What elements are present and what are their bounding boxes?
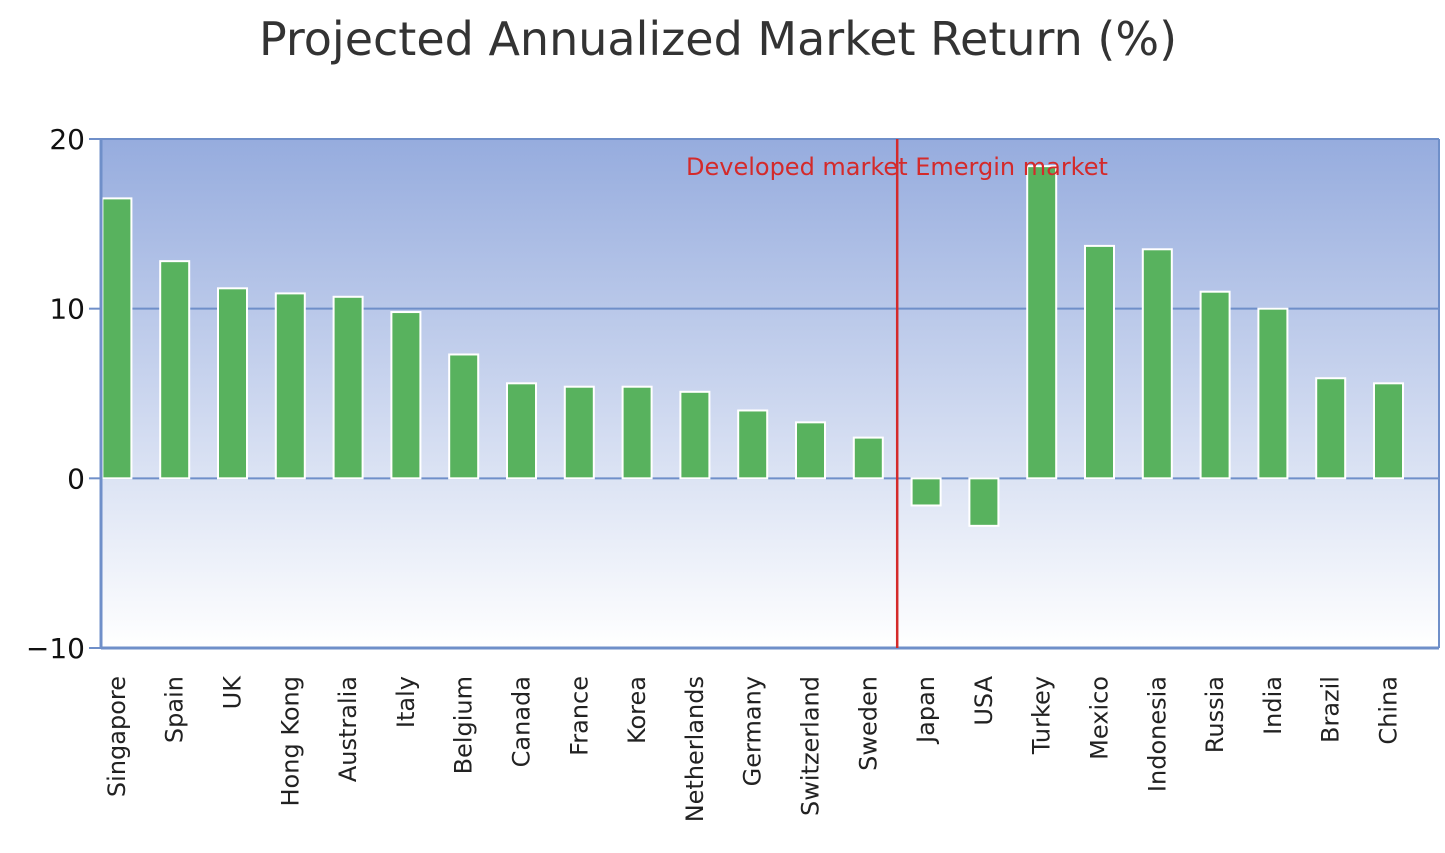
x-tick-label-brazil: Brazil: [1317, 676, 1345, 743]
bar-spain: [159, 260, 191, 480]
x-tick-label-usa: USA: [970, 675, 998, 725]
bar-korea: [621, 385, 653, 480]
bar-uk: [217, 287, 248, 480]
bar-sweden: [852, 436, 884, 480]
x-tick-label-mexico: Mexico: [1086, 676, 1114, 760]
bar-switzerland: [795, 421, 826, 480]
x-tick-label-uk: UK: [219, 675, 247, 710]
bar-belgium: [448, 353, 480, 480]
bar-mexico: [1084, 244, 1115, 480]
bar-singapore: [101, 197, 133, 480]
x-tick-label-russia: Russia: [1201, 676, 1229, 753]
y-tick-label--10: −10: [26, 632, 85, 665]
market-annotation: Developed market Emergin market: [686, 153, 1108, 181]
x-tick-label-belgium: Belgium: [450, 676, 478, 774]
x-tick-label-germany: Germany: [739, 676, 767, 786]
bar-turkey: [1026, 165, 1058, 480]
bar-russia: [1199, 290, 1231, 480]
x-tick-label-hong-kong: Hong Kong: [276, 676, 304, 806]
bar-australia: [332, 295, 364, 480]
x-tick-label-canada: Canada: [508, 676, 536, 767]
y-tick-label-20: 20: [49, 123, 85, 156]
x-tick-label-switzerland: Switzerland: [797, 676, 825, 816]
x-tick-label-singapore: Singapore: [103, 676, 131, 797]
x-tick-label-china: China: [1375, 676, 1403, 745]
bar-japan: [910, 477, 942, 507]
bar-india: [1257, 307, 1289, 480]
x-tick-label-india: India: [1259, 676, 1287, 735]
chart-title: Projected Annualized Market Return (%): [259, 12, 1177, 66]
x-tick-label-france: France: [565, 676, 593, 756]
bar-italy: [390, 311, 422, 480]
bar-usa: [968, 477, 1000, 527]
x-tick-label-spain: Spain: [161, 676, 189, 743]
bar-indonesia: [1141, 248, 1173, 480]
bar-brazil: [1315, 377, 1347, 480]
bar-hong-kong: [274, 292, 306, 480]
bar-france: [563, 385, 595, 480]
x-tick-label-turkey: Turkey: [1028, 676, 1056, 755]
y-tick-label-10: 10: [49, 293, 85, 326]
x-tick-label-sweden: Sweden: [854, 676, 882, 771]
x-tick-label-australia: Australia: [334, 676, 362, 782]
axes: [89, 138, 1440, 650]
bar-netherlands: [679, 390, 711, 480]
bar-china: [1373, 382, 1404, 480]
bars: [101, 165, 1404, 527]
bar-canada: [506, 382, 537, 480]
x-tick-label-japan: Japan: [912, 676, 940, 745]
bar-germany: [737, 409, 769, 480]
y-tick-labels: 20 10 0 −10: [26, 123, 85, 665]
y-tick-label-0: 0: [67, 462, 85, 495]
x-tick-label-korea: Korea: [623, 676, 651, 744]
x-tick-labels: Singapore Spain UK Hong Kong Australia Italy B…: [103, 675, 1403, 823]
x-tick-label-italy: Italy: [392, 676, 420, 728]
x-tick-label-netherlands: Netherlands: [681, 676, 709, 822]
x-tick-label-indonesia: Indonesia: [1143, 676, 1171, 792]
